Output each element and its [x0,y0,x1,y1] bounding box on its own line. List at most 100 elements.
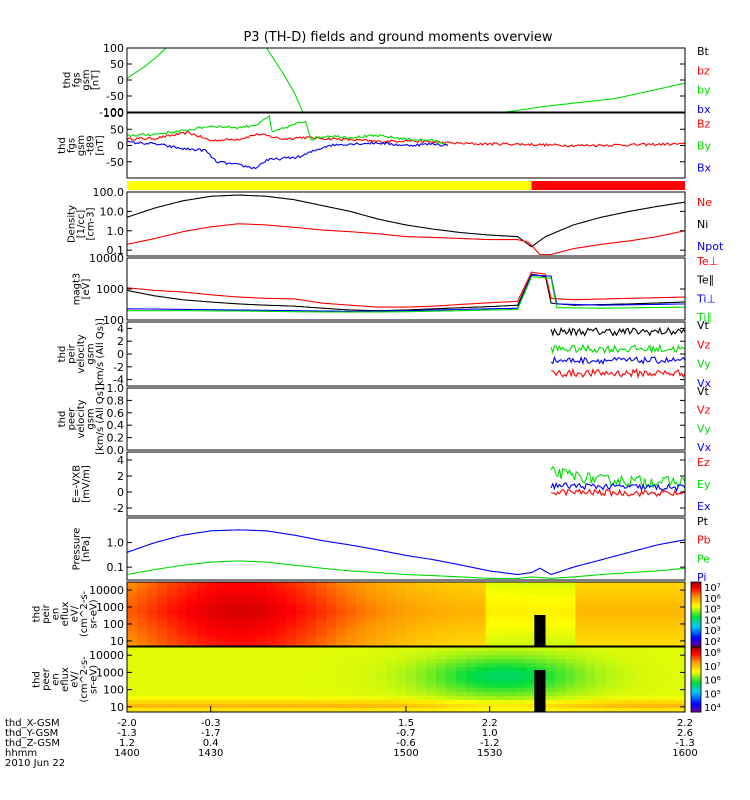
heatmap-cell [575,638,586,643]
heatmap-cell [376,602,387,607]
heatmap-cell [655,691,666,697]
heatmap-cell [445,606,457,611]
heatmap-cell [296,695,307,701]
heatmap-cell [386,598,397,603]
heatmap-cell [445,586,457,591]
heatmap-cell [555,602,566,607]
heatmap-cell [137,667,148,672]
heatmap-cell [615,671,626,676]
heatmap-cell [605,679,616,685]
heatmap-cell [146,671,158,676]
heatmap-cell [316,679,327,685]
heatmap-cell [216,642,228,647]
heatmap-cell [376,671,387,676]
heatmap-cell [286,590,297,595]
heatmap-cell [595,671,606,676]
colorbar-tick-label: 10⁵ [704,689,721,700]
heatmap-cell [376,695,387,701]
heatmap-cell [216,626,228,631]
heatmap-cell [156,691,168,697]
heatmap-cell [505,626,517,631]
heatmap-cell [655,707,666,713]
y-axis-label: sr-eV) [89,599,100,628]
heatmap-cell [645,590,656,595]
heatmap-cell [196,614,208,619]
heatmap-cell [236,679,248,685]
heatmap-cell [326,707,337,713]
heatmap-cell [495,647,507,652]
heatmap-cell [645,594,656,599]
heatmap-cell [216,618,228,623]
x-row-label: thd_Y-GSM [5,728,58,739]
heatmap-cell [206,675,218,680]
heatmap-cell [166,614,178,619]
heatmap-cell [316,618,327,623]
heatmap-cell [286,659,297,664]
heatmap-cell [336,671,347,676]
heatmap-cell [615,602,626,607]
heatmap-cell [236,602,248,607]
heatmap-cell [206,695,218,701]
heatmap-cell [396,651,407,656]
heatmap-cell [346,675,357,680]
heatmap-cell [475,651,487,656]
heatmap-cell [296,699,307,705]
heatmap-cell [605,687,616,693]
heatmap-cell [485,618,497,623]
heatmap-cell [386,647,397,652]
heatmap-cell [206,683,218,689]
y-axis-label: peir [67,343,78,363]
y-tick-label: 10 [110,635,124,648]
heatmap-cell [455,622,467,627]
heatmap-cell [565,703,576,709]
heatmap-cell [435,691,447,697]
heatmap-cell [286,582,297,587]
heatmap-cell [515,687,527,693]
heatmap-cell [226,695,238,701]
heatmap-cell [605,707,616,713]
heatmap-cell [645,647,656,652]
heatmap-cell [406,683,417,689]
heatmap-cell [605,703,616,709]
x-tick-label: 1400 [114,748,139,759]
heatmap-cell [206,634,218,639]
heatmap-cell [246,638,258,643]
heatmap-cell [615,663,626,668]
colorbar-cell [691,692,701,696]
heatmap-cell [465,598,477,603]
heatmap-cell [137,634,148,639]
heatmap-cell [137,707,148,713]
heatmap-cell [475,655,487,660]
heatmap-cell [555,671,566,676]
heatmap-cell [316,647,327,652]
heatmap-cell [127,606,138,611]
heatmap-cell [655,663,666,668]
heatmap-cell [316,691,327,697]
x-row-label: thd_Z-GSM [5,738,60,749]
heatmap-cell [416,683,427,689]
heatmap-cell [146,590,158,595]
heatmap-cell [146,695,158,701]
heatmap-cell [176,671,188,676]
heatmap-cell [515,659,527,664]
heatmap-cell [346,647,357,652]
heatmap-cell [595,699,606,705]
x-tick-label: 1500 [393,748,418,759]
heatmap-cell [246,618,258,623]
heatmap-cell [416,707,427,713]
heatmap-cell [625,602,636,607]
heatmap-cell [306,671,317,676]
panel-frame [126,387,686,451]
heatmap-cell [645,651,656,656]
heatmap-cell [256,622,267,627]
heatmap-cell [226,598,238,603]
heatmap-cell [146,614,158,619]
heatmap-cell [615,634,626,639]
heatmap-cell [246,675,258,680]
heatmap-cell [455,630,467,635]
heatmap-cell [186,590,198,595]
heatmap-cell [296,707,307,713]
heatmap-cell [545,606,556,611]
heatmap-cell [266,618,277,623]
